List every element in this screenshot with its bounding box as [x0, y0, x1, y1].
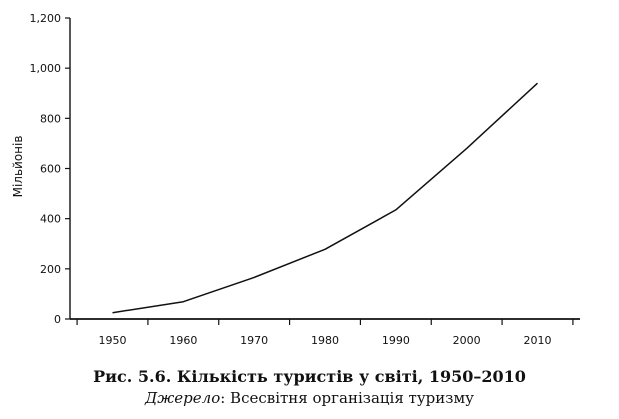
- x-axis: 1950 1960 1970 1980 1990 2000 2010: [70, 318, 580, 347]
- y-axis-title: Мільйонів: [11, 136, 25, 198]
- series-line: [112, 82, 539, 314]
- y-tick-label: 200: [40, 263, 61, 276]
- figure-caption: Рис. 5.6. Кількість туристів у світі, 19…: [93, 367, 526, 386]
- x-tick-label: 1980: [311, 334, 339, 347]
- y-tick-label: 800: [40, 112, 61, 125]
- tourist-arrivals-line-chart: 0 200 400 600 800 1,000 1,200 1950 1960 1970 1980…: [11, 12, 580, 347]
- figure-source: Джерело: Всесвітня організація туризму: [0, 389, 619, 407]
- y-tick-label: 0: [54, 313, 61, 326]
- y-tick-label: 400: [40, 213, 61, 226]
- y-axis: 0 200 400 600 800 1,000 1,200: [30, 12, 71, 326]
- y-tick-label: 1,000: [30, 62, 62, 75]
- x-tick-label: 1970: [240, 334, 268, 347]
- series-group: [112, 82, 539, 314]
- y-tick-label: 600: [40, 163, 61, 176]
- y-tick-label: 1,200: [30, 12, 62, 25]
- x-tick-label: 1990: [382, 334, 410, 347]
- x-tick-label: 1960: [169, 334, 197, 347]
- source-text: : Всесвітня організація туризму: [220, 389, 474, 407]
- x-tick-label: 1950: [99, 334, 127, 347]
- source-label: Джерело: [145, 389, 221, 407]
- x-tick-label: 2010: [524, 334, 552, 347]
- x-tick-label: 2000: [453, 334, 481, 347]
